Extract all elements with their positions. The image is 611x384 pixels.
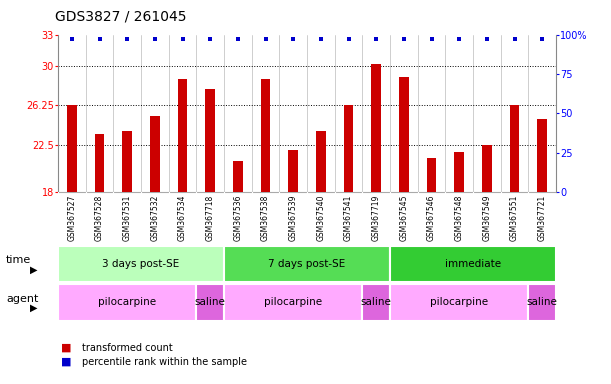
Text: 7 days post-SE: 7 days post-SE bbox=[268, 259, 346, 269]
Text: time: time bbox=[6, 255, 31, 265]
Text: ■: ■ bbox=[61, 357, 71, 367]
Text: GSM367536: GSM367536 bbox=[233, 195, 243, 241]
Text: GSM367541: GSM367541 bbox=[344, 195, 353, 241]
Text: GSM367718: GSM367718 bbox=[206, 195, 214, 241]
Text: GSM367551: GSM367551 bbox=[510, 195, 519, 241]
Text: GSM367527: GSM367527 bbox=[67, 195, 76, 241]
Text: GSM367549: GSM367549 bbox=[482, 195, 491, 241]
Bar bbox=[371, 64, 381, 192]
Bar bbox=[233, 161, 243, 192]
Text: GSM367539: GSM367539 bbox=[288, 195, 298, 241]
Bar bbox=[178, 79, 188, 192]
Text: saline: saline bbox=[195, 297, 225, 308]
Text: pilocarpine: pilocarpine bbox=[98, 297, 156, 308]
Text: pilocarpine: pilocarpine bbox=[430, 297, 488, 308]
Text: GSM367548: GSM367548 bbox=[455, 195, 464, 241]
Bar bbox=[529, 284, 556, 321]
Bar bbox=[58, 246, 224, 282]
Text: ■: ■ bbox=[61, 343, 71, 353]
Bar bbox=[399, 76, 409, 192]
Text: percentile rank within the sample: percentile rank within the sample bbox=[82, 357, 247, 367]
Bar bbox=[390, 284, 529, 321]
Bar bbox=[122, 131, 132, 192]
Text: ▶: ▶ bbox=[30, 303, 37, 313]
Bar bbox=[390, 246, 556, 282]
Bar bbox=[343, 106, 353, 192]
Bar bbox=[362, 284, 390, 321]
Text: GSM367532: GSM367532 bbox=[150, 195, 159, 241]
Text: GSM367538: GSM367538 bbox=[261, 195, 270, 241]
Bar bbox=[95, 134, 104, 192]
Bar bbox=[455, 152, 464, 192]
Bar bbox=[510, 106, 519, 192]
Text: GSM367531: GSM367531 bbox=[123, 195, 132, 241]
Bar bbox=[426, 159, 436, 192]
Text: 3 days post-SE: 3 days post-SE bbox=[103, 259, 180, 269]
Bar bbox=[196, 284, 224, 321]
Text: transformed count: transformed count bbox=[82, 343, 174, 353]
Text: saline: saline bbox=[360, 297, 392, 308]
Bar bbox=[261, 79, 271, 192]
Bar bbox=[67, 106, 77, 192]
Bar bbox=[58, 284, 196, 321]
Text: pilocarpine: pilocarpine bbox=[264, 297, 322, 308]
Bar bbox=[224, 246, 390, 282]
Text: GSM367721: GSM367721 bbox=[538, 195, 547, 241]
Bar bbox=[205, 89, 215, 192]
Bar bbox=[482, 145, 492, 192]
Text: GSM367534: GSM367534 bbox=[178, 195, 187, 241]
Text: GDS3827 / 261045: GDS3827 / 261045 bbox=[55, 10, 186, 23]
Bar bbox=[224, 284, 362, 321]
Bar bbox=[316, 131, 326, 192]
Bar bbox=[537, 119, 547, 192]
Text: ▶: ▶ bbox=[30, 265, 37, 275]
Text: GSM367545: GSM367545 bbox=[400, 195, 408, 241]
Text: GSM367540: GSM367540 bbox=[316, 195, 326, 241]
Bar bbox=[150, 116, 159, 192]
Text: GSM367528: GSM367528 bbox=[95, 195, 104, 241]
Text: immediate: immediate bbox=[445, 259, 501, 269]
Text: agent: agent bbox=[6, 293, 38, 304]
Text: saline: saline bbox=[527, 297, 558, 308]
Text: GSM367719: GSM367719 bbox=[371, 195, 381, 241]
Text: GSM367546: GSM367546 bbox=[427, 195, 436, 241]
Bar bbox=[288, 150, 298, 192]
